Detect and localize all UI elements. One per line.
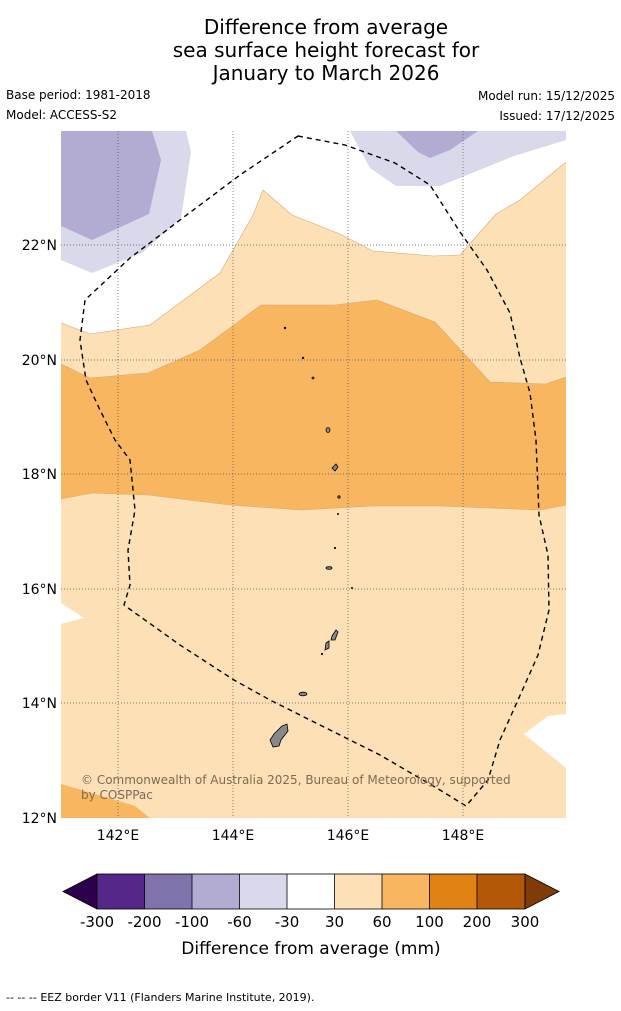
- colorbar-dividers: [144, 874, 478, 909]
- eez-legend-symbol: -- -- --: [6, 991, 37, 1004]
- lon-tick-142e: 142°E: [97, 828, 140, 844]
- colorbar-bin-minus100-minus60: [192, 874, 240, 909]
- colorbar-tick-100: 100: [415, 913, 444, 931]
- axis-labels: 22°N 20°N 18°N 16°N 14°N 12°N 142°E 144°…: [22, 238, 485, 844]
- footer-note: -- -- -- EEZ border V11 (Flanders Marine…: [6, 991, 314, 1004]
- island-alamagan: [337, 495, 341, 499]
- colorbar-bin-minus300-minus200: [97, 874, 145, 909]
- anomaly-band-minus30-60-east: [350, 131, 566, 186]
- colorbar-bin-30-60: [334, 874, 382, 909]
- island-anatahan: [325, 566, 333, 570]
- lat-tick-12n: 12°N: [22, 811, 57, 827]
- issued-date: Issued: 17/12/2025: [499, 109, 615, 123]
- island-farallon-de-medinilla: [350, 587, 353, 590]
- colorbar-tick-minus300: -300: [80, 913, 114, 931]
- island-saipan: [330, 629, 339, 641]
- colorbar-extend-low: [62, 873, 98, 910]
- lon-tick-144e: 144°E: [212, 828, 255, 844]
- contour-60-south: [61, 492, 566, 511]
- anomaly-band-neutral-southwest: [61, 603, 84, 624]
- island-farallon-de-pajaros: [283, 326, 287, 330]
- copyright-line-2: by COSPPac: [81, 788, 153, 802]
- eez-border: [79, 135, 550, 807]
- anomaly-band-60-100: [61, 300, 566, 510]
- colorbar-tick-minus200: -200: [127, 913, 161, 931]
- title-line-1: Difference from average: [203, 15, 449, 39]
- anomaly-band-60-100-southwest: [61, 784, 150, 818]
- island-guguan: [336, 513, 339, 516]
- colorbar: -300 -200 -100 -60 -30 30 60 100 200 300…: [62, 873, 560, 959]
- model-name: Model: ACCESS-S2: [6, 108, 118, 122]
- lat-tick-20n: 20°N: [22, 353, 57, 369]
- eez-legend-text: EEZ border V11 (Flanders Marine Institut…: [40, 991, 315, 1004]
- contour-60-north: [61, 299, 566, 385]
- colorbar-bin-200-300: [477, 874, 525, 909]
- islands: [269, 326, 353, 748]
- model-run: Model run: 15/12/2025: [477, 89, 615, 103]
- gridlines: [61, 131, 566, 818]
- anomaly-band-minus60-100-west: [61, 131, 161, 240]
- colorbar-tick-30: 30: [325, 913, 344, 931]
- colorbar-outline: [96, 873, 526, 910]
- anomaly-band-neutral-southeast: [524, 714, 566, 768]
- colorbar-tick-minus30: -30: [275, 913, 300, 931]
- colorbar-bin-minus60-minus30: [239, 874, 287, 909]
- colorbar-bin-minus30-30: [287, 874, 335, 909]
- island-maug: [301, 356, 305, 360]
- colorbar-bin-60-100: [382, 874, 430, 909]
- title-line-2: sea surface height forecast for: [172, 38, 480, 62]
- colorbar-extend-high: [524, 873, 560, 910]
- colorbar-tick-300: 300: [511, 913, 540, 931]
- island-rota: [298, 691, 308, 697]
- lat-tick-16n: 16°N: [22, 582, 57, 598]
- contour-30: [61, 161, 566, 335]
- island-aguijan: [320, 652, 324, 656]
- colorbar-tick-minus100: -100: [175, 913, 209, 931]
- copyright-line-1: © Commonwealth of Australia 2025, Bureau…: [81, 773, 511, 787]
- base-period: Base period: 1981-2018: [6, 88, 151, 102]
- island-guam: [269, 723, 289, 748]
- colorbar-tick-minus60: -60: [227, 913, 252, 931]
- lon-tick-146e: 146°E: [327, 828, 370, 844]
- island-sarigan: [333, 546, 337, 550]
- island-pagan: [331, 463, 339, 472]
- colorbar-tick-200: 200: [463, 913, 492, 931]
- title-line-3: January to March 2026: [212, 61, 440, 85]
- island-asuncion: [311, 376, 315, 380]
- map-area: [61, 131, 566, 818]
- island-agrihan: [325, 427, 331, 433]
- lat-tick-14n: 14°N: [22, 696, 57, 712]
- lat-tick-22n: 22°N: [22, 238, 57, 254]
- chart-title: Difference from average sea surface heig…: [0, 16, 621, 85]
- colorbar-label: Difference from average (mm): [181, 939, 440, 959]
- anomaly-band-minus60-100-east: [396, 131, 478, 158]
- lon-tick-148e: 148°E: [442, 828, 485, 844]
- lat-tick-18n: 18°N: [22, 467, 57, 483]
- colorbar-bin-minus200-minus100: [144, 874, 192, 909]
- colorbar-ticks: -300 -200 -100 -60 -30 30 60 100 200 300: [80, 913, 539, 931]
- colorbar-tick-60: 60: [372, 913, 391, 931]
- island-tinian: [324, 640, 330, 651]
- colorbar-bin-100-200: [429, 874, 477, 909]
- contour-lines: [61, 161, 566, 511]
